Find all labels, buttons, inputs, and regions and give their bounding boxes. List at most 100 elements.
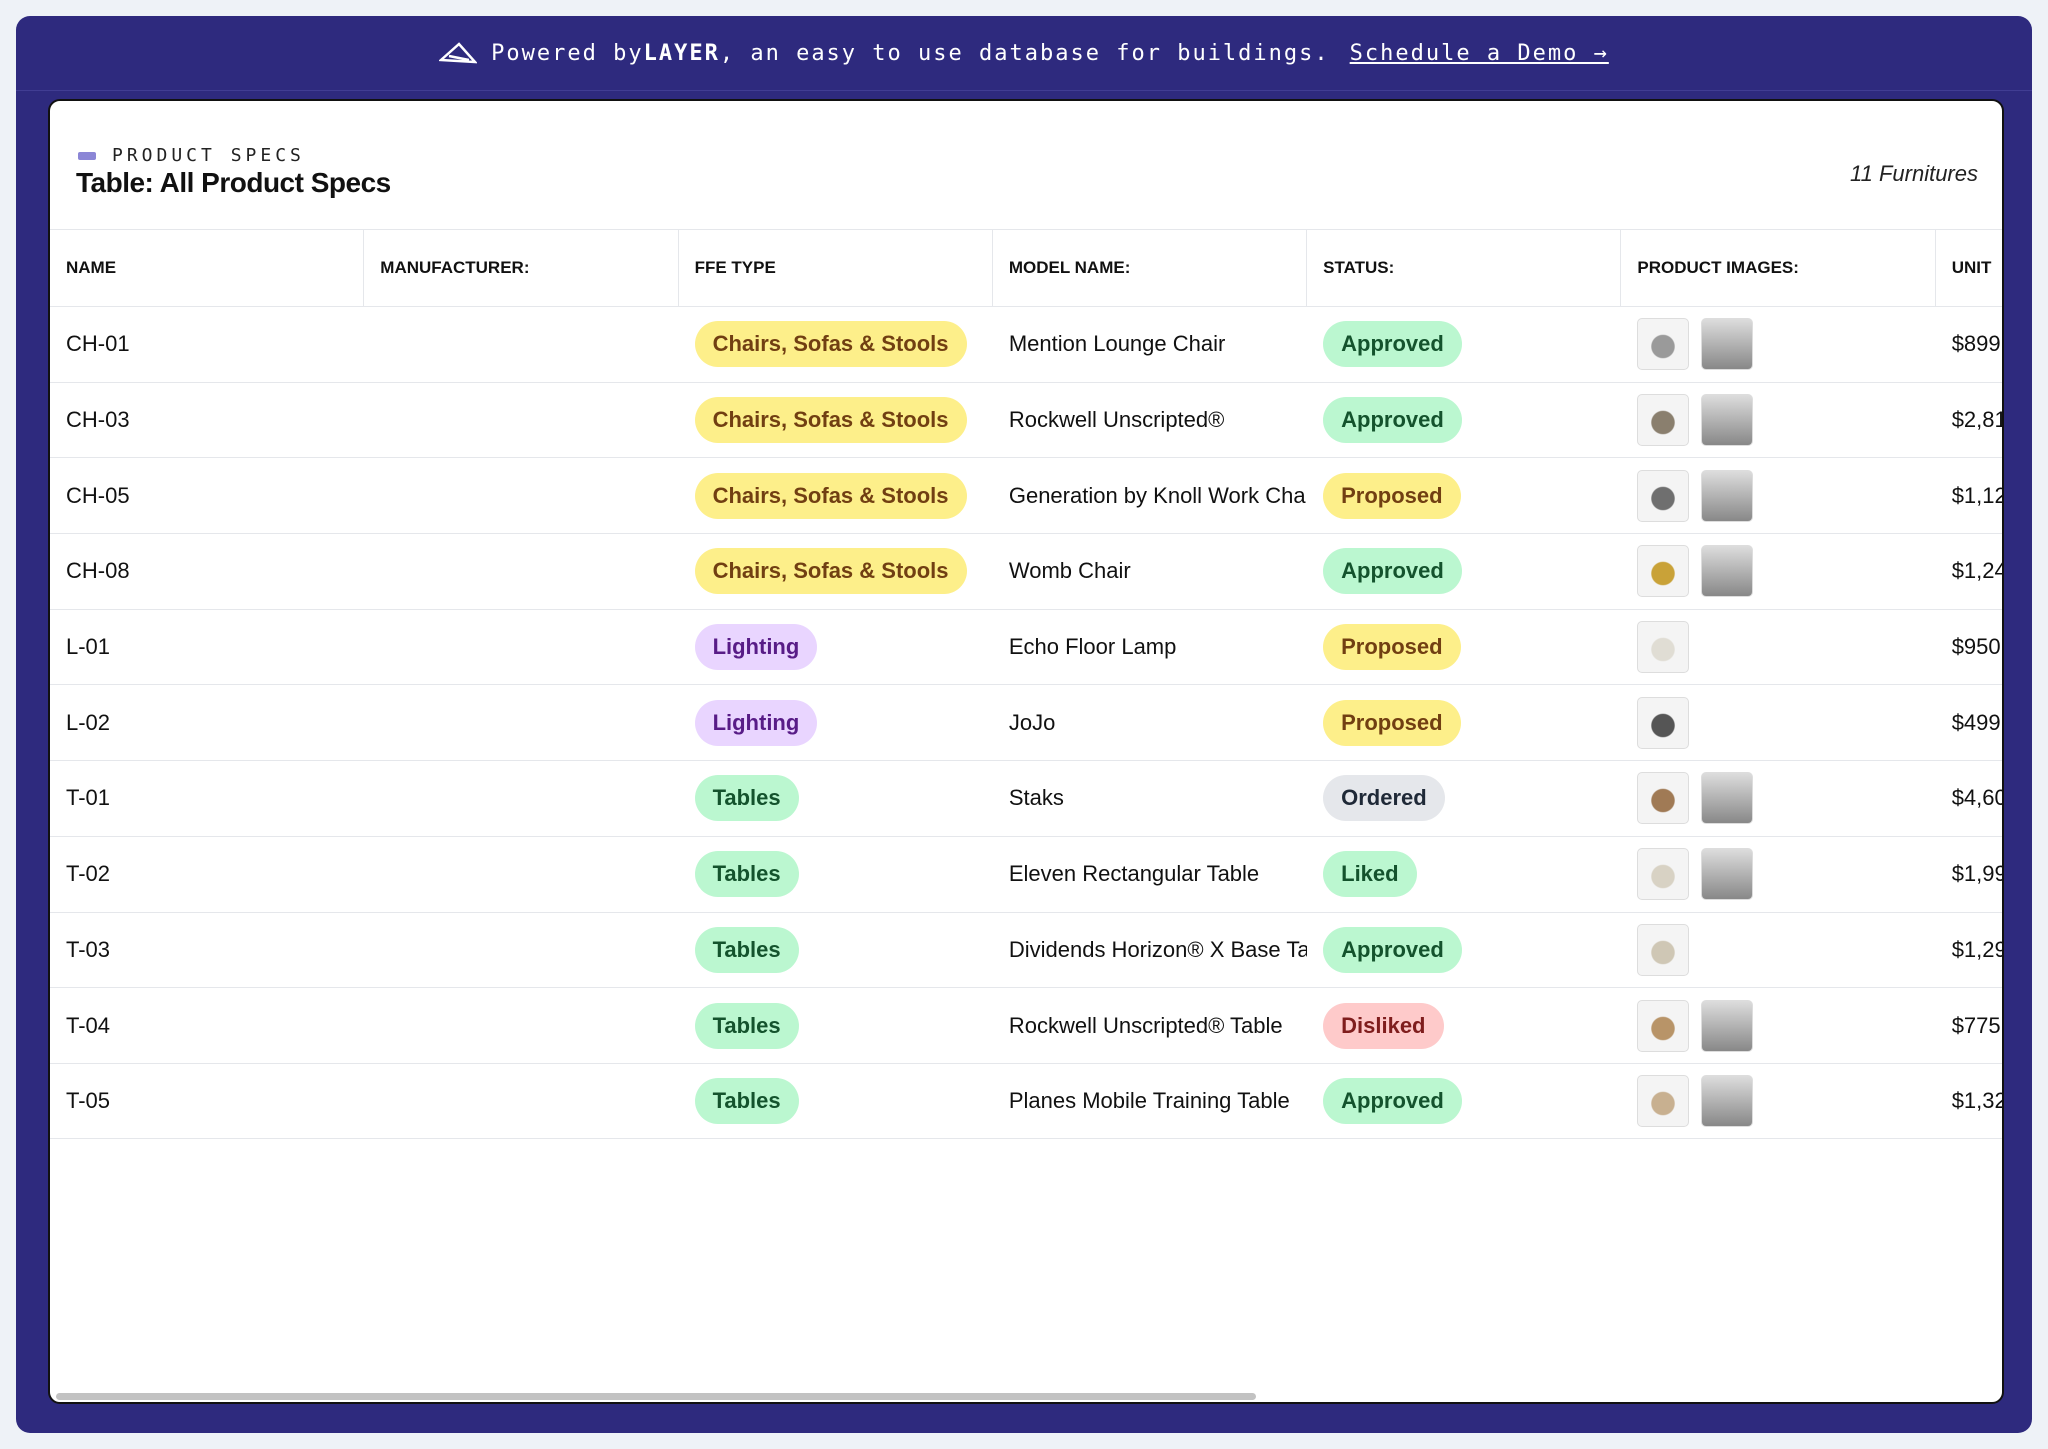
thumbnail[interactable] [1637, 469, 1690, 522]
images-cell [1621, 610, 1935, 685]
thumbnail[interactable] [1701, 848, 1754, 901]
price-cell: $1,24 [1951, 558, 2004, 584]
name-cell: T-02 [66, 861, 111, 887]
thumbnail[interactable] [1637, 923, 1690, 976]
ffe-type-tag: Chairs, Sofas & Stools [694, 397, 967, 444]
thumbnail[interactable] [1701, 545, 1754, 598]
table-row: L-01 Lighting Echo Floor Lamp Proposed $950 [50, 608, 2002, 685]
ffe-type-cell: Chairs, Sofas & Stools [679, 307, 993, 382]
status-tag: Approved [1323, 548, 1462, 595]
name-cell: L-02 [66, 709, 111, 735]
table-row: T-02 Tables Eleven Rectangular Table Liked $… [50, 835, 2004, 912]
images-cell [1621, 383, 1935, 458]
status-cell: Approved [1307, 307, 1621, 382]
column-header: UNIT [1936, 230, 2002, 306]
thumbnail[interactable] [1637, 1074, 1690, 1127]
name-cell: T-04 [66, 1012, 111, 1038]
thumbnail[interactable] [1637, 999, 1690, 1052]
demo-link[interactable]: Schedule a Demo → [1349, 40, 1609, 66]
column-header: MANUFACTURER: [364, 230, 679, 306]
thumbnail[interactable] [1637, 696, 1690, 749]
thumbnail[interactable] [1637, 318, 1690, 371]
banner: Powered by LAYER, an easy to use databas… [16, 16, 2032, 91]
model-cell: Rockwell Unscripted® [1008, 407, 1225, 433]
thumbnail[interactable] [1701, 394, 1754, 447]
table-row: CH-01 Chairs, Sofas & Stools Mention Loung… [50, 306, 2002, 382]
status-cell: Proposed [1307, 458, 1621, 533]
card: PRODUCT SPECS Table: All Product Specs 1… [48, 99, 2004, 1404]
price-cell: $1,99 [1951, 861, 2004, 887]
scrollbar[interactable] [56, 1393, 1256, 1400]
images-cell [1621, 837, 1935, 912]
thumbnail[interactable] [1637, 772, 1690, 825]
frame: Powered by LAYER, an easy to use databas… [16, 16, 2032, 1433]
name-cell: CH-08 [66, 558, 130, 584]
status-tag: Approved [1323, 321, 1462, 368]
name-cell: CH-05 [66, 482, 130, 508]
table-row: T-04 Tables Rockwell Unscripted® Table Disl… [50, 987, 2002, 1063]
thumbnail[interactable] [1701, 999, 1754, 1052]
status-cell: Liked [1307, 837, 1621, 912]
images-cell [1621, 1064, 1935, 1138]
name-cell: T-05 [66, 1087, 111, 1113]
ffe-type-tag: Lighting [694, 624, 818, 671]
banner-suffix: , an easy to use database for buildings. [719, 40, 1330, 66]
price-cell: $1,12 [1951, 482, 2004, 508]
ffe-type-tag: Tables [694, 851, 799, 898]
manufacturer-cell [364, 534, 678, 609]
ffe-type-cell: Chairs, Sofas & Stools [679, 458, 993, 533]
header-row: NAME MANUFACTURER: FFE TYPE MODEL NAME: STAT… [50, 229, 2002, 306]
thumbnail[interactable] [1701, 318, 1754, 371]
table-row: T-03 Tables Dividends Horizon® X Base Tab A… [50, 911, 2002, 988]
thumbnail[interactable] [1701, 772, 1754, 825]
manufacturer-cell [364, 988, 678, 1063]
status-cell: Approved [1307, 913, 1621, 988]
manufacturer-cell [364, 458, 678, 533]
ffe-type-tag: Tables [694, 926, 799, 973]
thumbnail[interactable] [1701, 1074, 1754, 1127]
ffe-type-cell: Chairs, Sofas & Stools [679, 383, 993, 458]
ffe-type-tag: Tables [694, 1077, 799, 1124]
thumbnail[interactable] [1637, 848, 1690, 901]
table-row: CH-03 Chairs, Sofas & Stools Rockwell Unsc… [50, 381, 2002, 458]
images-cell [1621, 307, 1935, 382]
model-cell: Generation by Knoll Work Chai [1008, 482, 1308, 508]
images-cell [1621, 913, 1935, 988]
logo [439, 42, 478, 64]
manufacturer-cell [364, 685, 678, 760]
manufacturer-cell [364, 761, 678, 836]
thumbnail[interactable] [1637, 545, 1690, 598]
manufacturer-cell [364, 837, 678, 912]
status-tag: Approved [1323, 926, 1462, 973]
status-cell: Ordered [1307, 761, 1621, 836]
ffe-type-cell: Tables [679, 988, 993, 1063]
status-tag: Proposed [1323, 624, 1461, 671]
status-tag: Ordered [1323, 775, 1445, 822]
table-row: CH-08 Chairs, Sofas & Stools Womb Chair App… [50, 533, 2004, 609]
column-header: MODEL NAME: [993, 230, 1308, 306]
thumbnail[interactable] [1701, 469, 1754, 522]
status-tag: Disliked [1323, 1002, 1444, 1049]
ffe-type-tag: Tables [694, 775, 799, 822]
status-cell: Proposed [1307, 685, 1621, 760]
status-tag: Proposed [1323, 472, 1461, 519]
ffe-type-cell: Tables [679, 761, 993, 836]
table-row: L-02 Lighting JoJo Proposed $499 [50, 684, 2002, 760]
table: NAME MANUFACTURER: FFE TYPE MODEL NAME: STAT… [50, 229, 2004, 1139]
name-cell: L-01 [66, 634, 111, 660]
thumbnail[interactable] [1637, 394, 1690, 447]
model-cell: Mention Lounge Chair [1008, 331, 1226, 357]
thumbnail[interactable] [1637, 621, 1690, 674]
images-cell [1621, 761, 1935, 836]
price-cell: $499 [1951, 709, 2001, 735]
name-cell: T-03 [66, 936, 111, 962]
status-cell: Disliked [1307, 988, 1621, 1063]
sofa-icon [78, 152, 96, 160]
ffe-type-cell: Tables [679, 913, 993, 988]
model-cell: Dividends Horizon® X Base Tab [1008, 936, 1308, 962]
table-title: Table: All Product Specs [76, 167, 391, 198]
eyebrow: PRODUCT SPECS [112, 145, 305, 166]
manufacturer-cell [364, 1064, 678, 1138]
status-tag: Approved [1323, 397, 1462, 444]
